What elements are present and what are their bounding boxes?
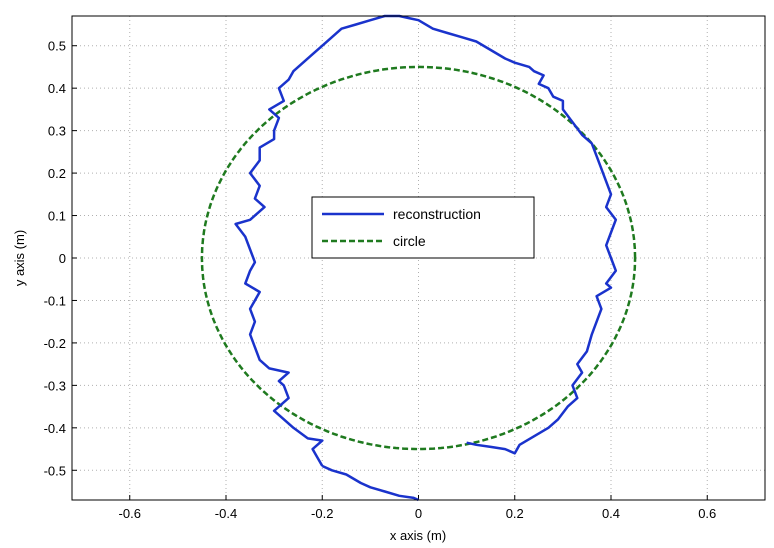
y-tick-label: -0.4 (44, 421, 66, 436)
y-tick-label: -0.1 (44, 293, 66, 308)
y-tick-label: 0.5 (48, 39, 66, 54)
y-tick-label: -0.2 (44, 336, 66, 351)
x-tick-label: -0.4 (215, 506, 237, 521)
y-axis-ticks: 0.5 0.4 0.3 0.2 0.1 0 -0.1 -0.2 -0.3 -0.4 -0.5 (44, 39, 77, 478)
y-tick-label: -0.5 (44, 463, 66, 478)
plot-border (71, 15, 766, 501)
x-tick-label: 0.4 (602, 506, 620, 521)
y-tick-label: 0.2 (48, 166, 66, 181)
y-tick-label: 0 (59, 251, 66, 266)
legend-label-circle: circle (393, 233, 426, 249)
series-circle (200, 65, 637, 451)
y-tick-label: 0.3 (48, 124, 66, 139)
x-axis-label: x axis (m) (390, 528, 446, 543)
x-tick-label: -0.6 (119, 506, 141, 521)
y-axis-label: y axis (m) (12, 230, 27, 286)
legend: reconstruction circle (311, 196, 535, 259)
grid (72, 16, 765, 500)
legend-box (311, 196, 535, 259)
y-tick-label: 0.1 (48, 209, 66, 224)
legend-label-reconstruction: reconstruction (393, 206, 481, 222)
y-tick-label: -0.3 (44, 378, 66, 393)
x-tick-label: 0.2 (506, 506, 524, 521)
x-axis-ticks: -0.6 -0.4 -0.2 0 0.2 0.4 0.6 (119, 495, 716, 521)
y-tick-label: 0.4 (48, 81, 66, 96)
series-reconstruction (234, 14, 618, 502)
x-tick-label: 0 (415, 506, 422, 521)
x-tick-label: -0.2 (311, 506, 333, 521)
x-tick-label: 0.6 (698, 506, 716, 521)
